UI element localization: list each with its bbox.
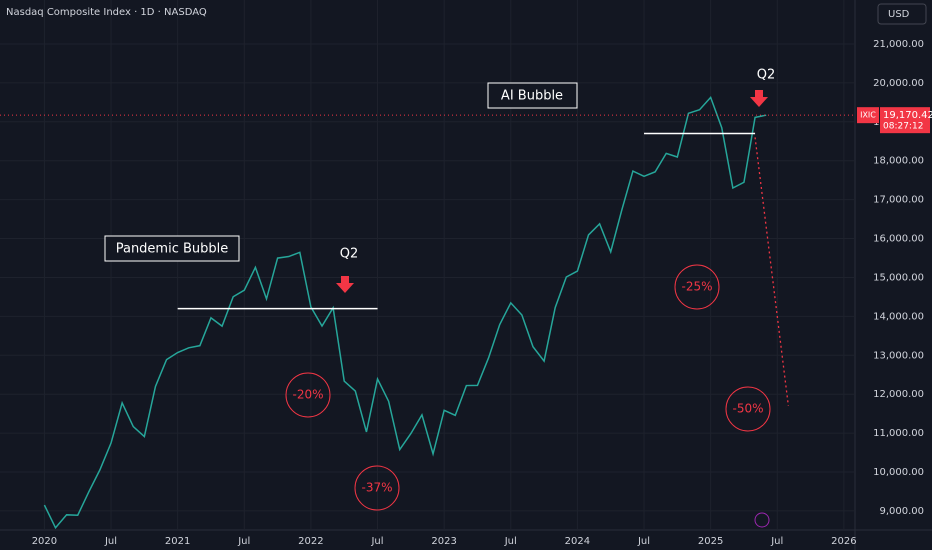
price-tag bbox=[880, 107, 930, 134]
x-tick-label: Jul bbox=[770, 536, 783, 547]
x-tick-label: 2023 bbox=[431, 536, 456, 547]
y-tick-label: 18,000.00 bbox=[873, 156, 924, 167]
y-tick-label: 12,000.00 bbox=[873, 389, 924, 400]
currency-button[interactable] bbox=[877, 3, 927, 25]
countdown: 08:27:12 bbox=[883, 122, 923, 132]
annotation: AI Bubble bbox=[501, 89, 563, 104]
label-box bbox=[104, 235, 240, 262]
x-tick-label: 2021 bbox=[165, 536, 190, 547]
x-tick-label: 2024 bbox=[565, 536, 590, 547]
y-tick-label: 21,000.00 bbox=[873, 39, 924, 50]
annotation: -50% bbox=[732, 402, 763, 416]
last-price: 19,170.42 bbox=[883, 110, 932, 121]
chart-title: Nasdaq Composite Index · 1D · NASDAQ bbox=[6, 7, 207, 18]
symbol: IXIC bbox=[860, 111, 876, 120]
x-tick-label: Jul bbox=[104, 536, 117, 547]
label-box bbox=[487, 82, 578, 109]
annotation: Q2 bbox=[340, 247, 359, 262]
y-tick-label: 10,000.00 bbox=[873, 467, 924, 478]
annotation: -25% bbox=[681, 280, 712, 294]
y-tick-label: 9,000.00 bbox=[879, 506, 924, 517]
x-tick-label: Jul bbox=[370, 536, 383, 547]
annotation: -20% bbox=[292, 388, 323, 402]
x-tick-label: Jul bbox=[237, 536, 250, 547]
x-tick-label: 2026 bbox=[831, 536, 856, 547]
x-tick-label: 2022 bbox=[298, 536, 323, 547]
event-icon[interactable] bbox=[754, 512, 770, 528]
plot bbox=[0, 95, 855, 530]
annotation: -37% bbox=[361, 481, 392, 495]
y-tick-label: 16,000.00 bbox=[873, 234, 924, 245]
annotation: Pandemic Bubble bbox=[116, 242, 229, 257]
currency[interactable]: USD bbox=[888, 9, 910, 20]
x-tick-label: 2020 bbox=[32, 536, 57, 547]
arrow bbox=[336, 276, 354, 293]
x-tick-label: Jul bbox=[637, 536, 650, 547]
circle bbox=[725, 386, 771, 432]
circle bbox=[354, 465, 400, 511]
annotation: Q2 bbox=[757, 68, 776, 83]
grid bbox=[0, 0, 855, 530]
symbol-tag bbox=[857, 107, 879, 124]
y-tick-label: 20,000.00 bbox=[873, 78, 924, 89]
projection bbox=[754, 137, 790, 406]
x-tick-label: 2025 bbox=[698, 536, 723, 547]
y-tick-label: 15,000.00 bbox=[873, 272, 924, 283]
price-line bbox=[43, 95, 767, 530]
y-tick-label: 17,000.00 bbox=[873, 195, 924, 206]
circle bbox=[674, 264, 720, 310]
y-tick-label: 14,000.00 bbox=[873, 311, 924, 322]
arrow bbox=[750, 90, 768, 107]
circle bbox=[285, 372, 331, 418]
y-tick-label: 13,000.00 bbox=[873, 350, 924, 361]
y-tick-label: 11,000.00 bbox=[873, 428, 924, 439]
x-tick-label: Jul bbox=[504, 536, 517, 547]
